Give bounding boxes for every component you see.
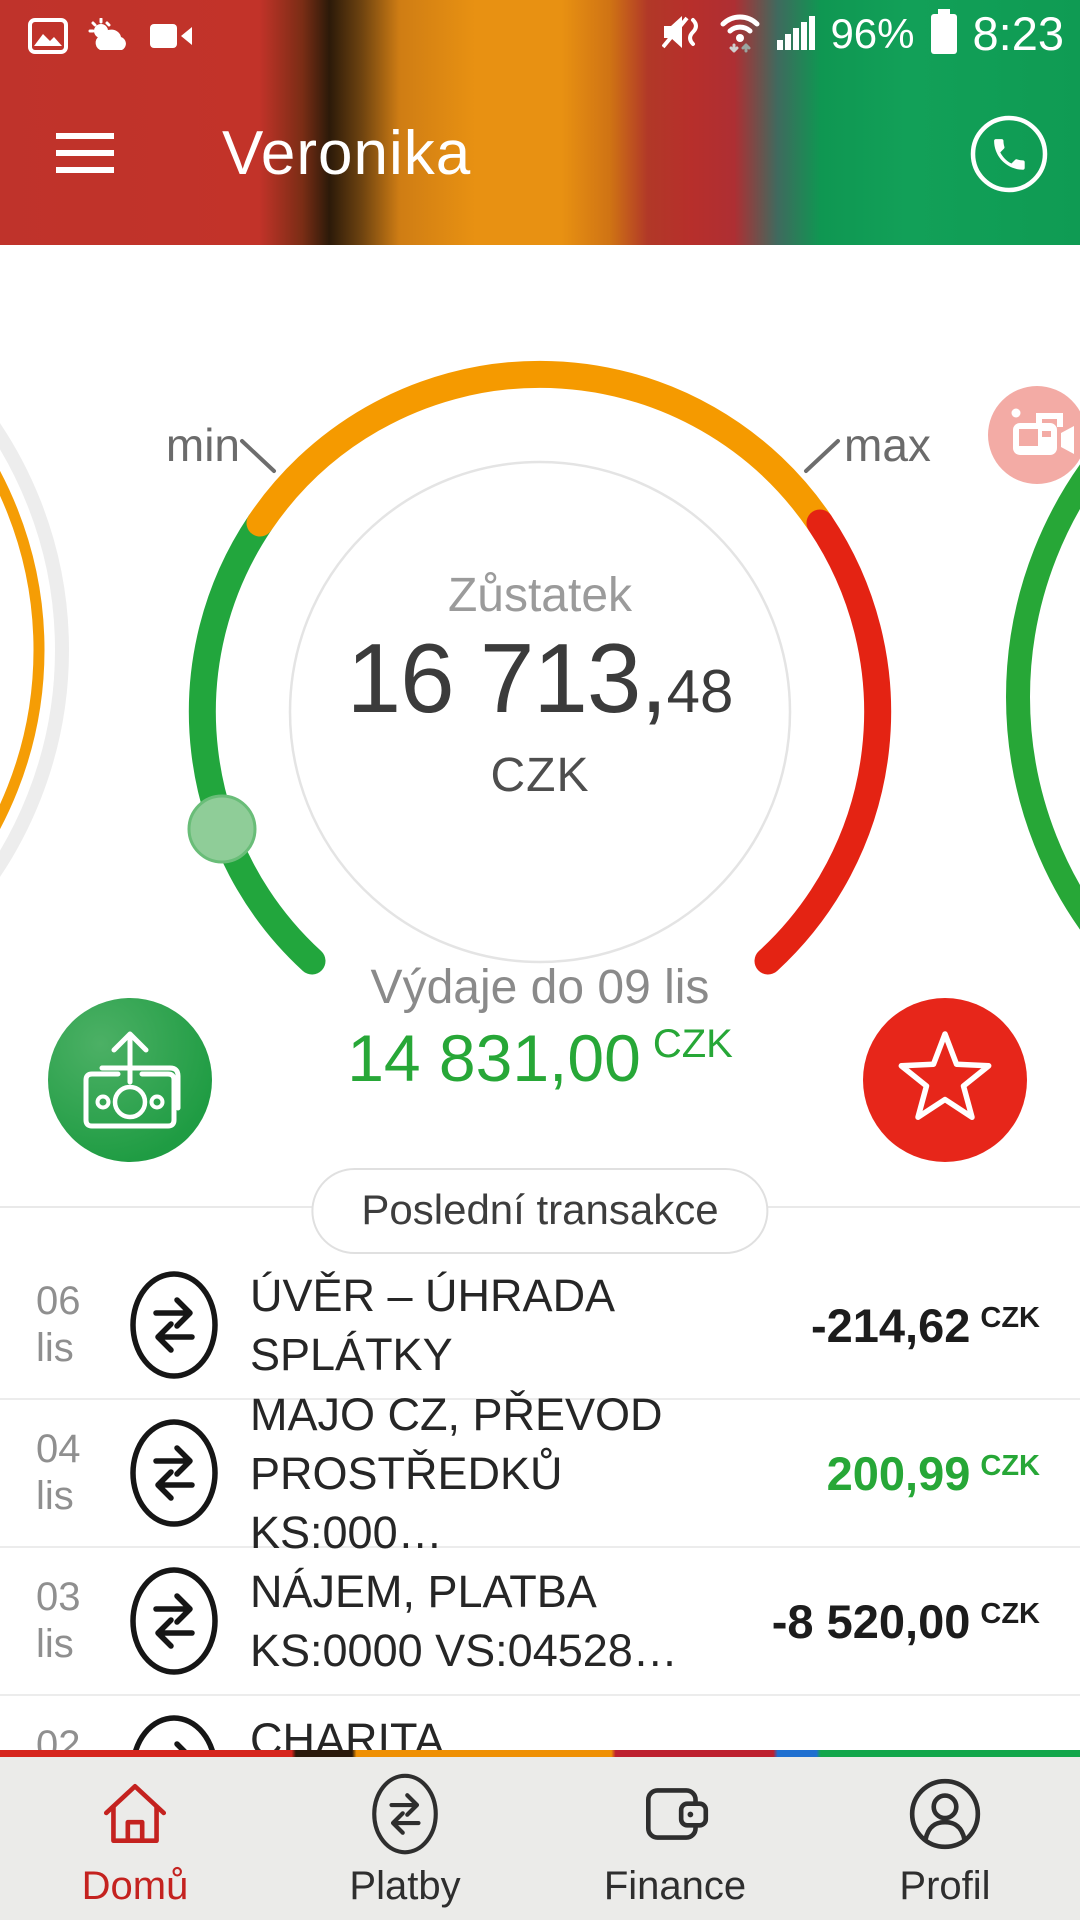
transfer-icon <box>128 1565 220 1677</box>
star-icon <box>898 1031 992 1120</box>
nav-item-finance[interactable]: Finance <box>540 1757 810 1920</box>
nav-label: Profil <box>899 1864 991 1908</box>
transaction-date: 03 lis <box>36 1575 81 1666</box>
battery-percent: 96% <box>830 10 915 57</box>
gauge-min-label: min <box>165 419 240 471</box>
nav-label: Platby <box>349 1864 461 1908</box>
favorites-button[interactable] <box>863 998 1027 1162</box>
transaction-row[interactable]: 06 lis ÚVĚR – ÚHRADA SPLÁTKY -214,62 CZK <box>0 1252 1080 1400</box>
nav-item-payments[interactable]: Platby <box>270 1757 540 1920</box>
transaction-date: 04 lis <box>36 1427 81 1518</box>
balance-currency: CZK <box>490 749 590 802</box>
gauge-inner-circle <box>288 460 792 964</box>
gauge-knob[interactable] <box>187 794 257 864</box>
gauge-arc-green <box>188 509 326 975</box>
right-card-gauge-arc <box>1006 464 1080 930</box>
min-tick <box>240 439 276 473</box>
phone-icon <box>994 139 1025 170</box>
left-card-gauge-arc-orange <box>0 471 45 829</box>
transaction-title: CHARITA, PŘÍSPĚVEK <box>250 1714 457 1750</box>
transaction-amount: -8 520,00 CZK <box>771 1594 1040 1648</box>
transactions-list: 06 lis ÚVĚR – ÚHRADA SPLÁTKY -214,62 CZK 0… <box>0 1252 1080 1750</box>
nav-item-home[interactable]: Domů <box>0 1757 270 1920</box>
balance-integer: 16 713, <box>346 623 668 733</box>
nav-item-profile[interactable]: Profil <box>810 1757 1080 1920</box>
home-icon <box>96 1772 174 1856</box>
clock: 8:23 <box>972 7 1064 60</box>
menu-button[interactable] <box>56 133 114 173</box>
camcorder-icon <box>1011 408 1074 455</box>
transaction-row[interactable]: 04 lis MAJO CZ, PŘEVOD PROSTŘEDKŮ KS:000…… <box>0 1389 1080 1558</box>
transfer-icon <box>128 1417 220 1529</box>
transfer-icon <box>128 1269 220 1381</box>
expenses-currency: CZK <box>652 1022 733 1066</box>
transaction-amount: 200,99 CZK <box>826 1446 1040 1500</box>
video-call-button[interactable] <box>988 386 1080 484</box>
nav-label: Domů <box>81 1864 189 1908</box>
wifi-icon <box>718 11 762 58</box>
call-button[interactable] <box>968 113 1050 195</box>
gauge-arc-orange <box>246 360 834 537</box>
payments-icon <box>370 1772 440 1856</box>
profile-icon <box>906 1772 984 1856</box>
expenses-value: 14 831,00 <box>347 1021 641 1095</box>
left-card-gauge-arc <box>0 423 69 877</box>
header: 96% 8:23 Veronika <box>0 0 1080 245</box>
nav-label: Finance <box>603 1864 747 1908</box>
signal-strength-icon <box>776 12 816 57</box>
payment-button[interactable] <box>48 998 212 1162</box>
gallery-icon <box>28 18 68 59</box>
balance-decimals: 48 <box>666 658 734 725</box>
bottom-navigation: Domů Platby Finance <box>0 1757 1080 1920</box>
balance-amount: 16 713, 48 <box>0 622 1080 735</box>
transaction-date: 06 lis <box>36 1279 81 1370</box>
max-tick <box>804 439 840 473</box>
balance-gauge <box>0 360 1080 975</box>
battery-icon <box>929 8 959 60</box>
gauge-max-label: max <box>844 419 931 471</box>
gauge-arc-red <box>754 509 892 975</box>
transaction-amount: -214,62 CZK <box>810 1298 1040 1352</box>
page-title: Veronika <box>222 119 472 188</box>
video-camera-icon <box>150 21 194 56</box>
transaction-date: 02lis <box>36 1723 81 1750</box>
transaction-title: ÚVĚR – ÚHRADA SPLÁTKY <box>250 1270 613 1380</box>
balance-label: Zůstatek <box>447 569 633 622</box>
last-transactions-button[interactable]: Poslední transakce <box>311 1168 769 1254</box>
accent-strip <box>0 1750 1080 1757</box>
weather-icon <box>86 17 132 59</box>
transaction-title: NÁJEM, PLATBA KS:0000 VS:04528… <box>250 1566 678 1676</box>
transaction-title: MAJO CZ, PŘEVOD PROSTŘEDKŮ KS:000… <box>250 1388 663 1558</box>
status-bar: 96% 8:23 <box>0 0 1080 60</box>
wallet-icon <box>636 1772 714 1856</box>
transfer-icon <box>128 1713 220 1750</box>
transaction-row[interactable]: 03 lis NÁJEM, PLATBA KS:0000 VS:04528… -8… <box>0 1548 1080 1696</box>
mute-vibrate-icon <box>661 12 704 57</box>
money-send-icon <box>83 1031 181 1129</box>
expenses-label: Výdaje do 09 lis <box>370 961 710 1014</box>
expenses-amount: 14 831,00 CZK <box>0 1020 1080 1096</box>
